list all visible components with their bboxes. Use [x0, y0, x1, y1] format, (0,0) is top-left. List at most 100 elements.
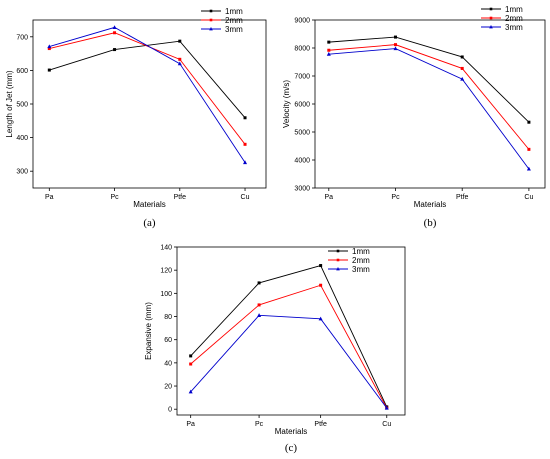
- y-tick-label: 300: [16, 169, 28, 176]
- y-tick-label: 120: [160, 268, 172, 275]
- plot-frame: [176, 246, 406, 416]
- chart-panel-1: 300 400 500 600 700 Pa Pc Ptfe Cu Materials Length…: [5, 7, 267, 229]
- data-point-1mm: [319, 264, 323, 268]
- x-axis-label: Materials: [414, 200, 446, 209]
- legend-marker: [336, 258, 340, 262]
- panel-label: (c): [285, 442, 298, 454]
- y-tick-label: 80: [164, 314, 172, 321]
- data-point-3mm: [257, 313, 262, 317]
- panel-label: (a): [143, 217, 156, 229]
- x-tick-label: Pa: [45, 194, 54, 201]
- y-tick-label: 40: [164, 360, 172, 367]
- legend-entry: 1mm: [505, 5, 523, 14]
- legend-marker: [489, 25, 493, 29]
- legend-entry: 1mm: [352, 247, 370, 256]
- legend-marker: [209, 27, 213, 31]
- data-point-3mm: [526, 166, 531, 171]
- data-point-1mm: [257, 281, 261, 285]
- x-tick-label: Pc: [391, 194, 400, 201]
- data-point-2mm: [327, 48, 331, 52]
- y-tick-label: 5000: [294, 130, 310, 137]
- data-point-2mm: [319, 283, 323, 287]
- data-point-3mm: [384, 405, 389, 410]
- chart-panel-2: 3000 4000 5000 6000 7000 8000 9000 Pa Pc Ptfe Cu Ma…: [282, 5, 546, 229]
- legend-marker: [489, 16, 493, 20]
- legend-entry: 1mm: [225, 7, 243, 16]
- x-tick-label: Ptfe: [174, 194, 187, 201]
- y-tick-label: 0: [168, 407, 172, 414]
- y-axis-label: Velocity (m/s): [282, 80, 291, 128]
- x-axis-label: Materials: [275, 427, 307, 436]
- y-tick-label: 600: [16, 68, 28, 75]
- y-tick-label: 4000: [294, 158, 310, 165]
- data-point-1mm: [189, 354, 193, 358]
- y-tick-label: 60: [164, 337, 172, 344]
- legend-marker: [209, 18, 213, 22]
- y-axis-label: Expansive (mm): [144, 302, 153, 360]
- data-point-1mm: [47, 68, 51, 72]
- data-point-3mm: [112, 25, 117, 29]
- series-line-3mm: [328, 48, 530, 170]
- y-tick-label: 7000: [294, 74, 310, 81]
- chart-panel-3: 0 20 40 60 80 100 120 140 Pa Pc Ptfe Cu Materials Exp…: [144, 245, 406, 454]
- y-tick-label: 140: [160, 245, 172, 252]
- y-tick-label: 9000: [294, 18, 310, 25]
- data-point-1mm: [460, 55, 464, 59]
- data-point-2mm: [257, 303, 261, 307]
- legend-marker: [336, 267, 340, 271]
- legend-marker: [209, 9, 213, 13]
- x-tick-label: Pa: [186, 421, 195, 428]
- x-tick-label: Cu: [524, 194, 533, 201]
- y-tick-label: 3000: [294, 186, 310, 193]
- data-point-3mm: [177, 61, 182, 66]
- series-line-2mm: [190, 284, 388, 409]
- panel-label: (b): [424, 217, 437, 229]
- data-point-3mm: [318, 316, 323, 321]
- series-line-2mm: [328, 44, 530, 150]
- data-point-1mm: [527, 120, 531, 124]
- x-tick-label: Cu: [382, 421, 391, 428]
- data-point-3mm: [460, 76, 465, 81]
- data-point-1mm: [327, 40, 331, 44]
- x-tick-label: Pc: [110, 194, 119, 201]
- data-point-2mm: [178, 57, 182, 61]
- y-axis-label: Length of Jet (mm): [5, 70, 14, 137]
- series-line-2mm: [49, 32, 246, 145]
- y-tick-label: 500: [16, 102, 28, 109]
- data-point-3mm: [47, 44, 52, 49]
- data-point-2mm: [47, 47, 51, 51]
- data-point-2mm: [189, 362, 193, 366]
- x-axis-label: Materials: [133, 200, 165, 209]
- x-tick-label: Pc: [255, 421, 264, 428]
- legend-entry: 3mm: [225, 25, 243, 34]
- data-point-1mm: [243, 116, 247, 120]
- data-point-3mm: [393, 46, 398, 51]
- data-point-3mm: [243, 160, 248, 165]
- data-point-2mm: [527, 147, 531, 151]
- x-tick-label: Cu: [241, 194, 250, 201]
- y-tick-label: 100: [160, 291, 172, 298]
- data-point-3mm: [188, 389, 193, 394]
- legend-entry: 2mm: [352, 256, 370, 265]
- data-point-1mm: [113, 48, 117, 52]
- x-tick-label: Ptfe: [456, 194, 469, 201]
- data-point-2mm: [243, 142, 247, 146]
- series-line-1mm: [190, 265, 388, 408]
- series-line-3mm: [190, 314, 388, 409]
- data-point-1mm: [394, 35, 397, 39]
- data-point-2mm: [460, 66, 464, 70]
- y-tick-label: 700: [16, 34, 28, 41]
- x-tick-label: Pa: [325, 194, 334, 201]
- series-line-1mm: [328, 36, 530, 123]
- legend-marker: [336, 249, 340, 253]
- series-line-3mm: [49, 26, 246, 163]
- y-tick-label: 400: [16, 135, 28, 142]
- legend-marker: [489, 7, 493, 11]
- legend-entry: 2mm: [225, 16, 243, 25]
- data-point-2mm: [394, 43, 397, 47]
- legend-entry: 3mm: [505, 23, 523, 32]
- legend-entry: 3mm: [352, 265, 370, 274]
